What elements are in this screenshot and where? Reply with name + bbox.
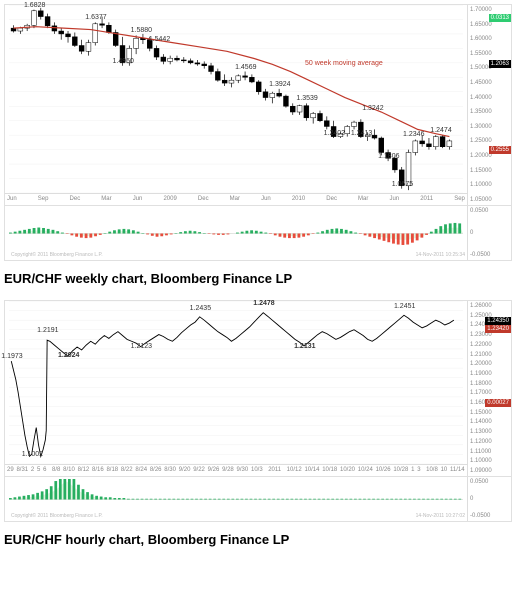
chart-plot	[9, 301, 463, 464]
price-annotation: 1.0675	[392, 181, 413, 188]
price-annotation: 1.2191	[37, 327, 58, 334]
weekly-chart-container: 1.700001.650001.600001.550001.500001.450…	[4, 4, 512, 261]
timestamp: 14-Nov-2011 10:27:02	[416, 513, 465, 519]
price-annotation: 1.2474	[430, 127, 451, 134]
hourly-caption: EUR/CHF hourly chart, Bloomberg Finance …	[0, 526, 516, 557]
y-axis: 1.700001.650001.600001.550001.500001.450…	[467, 5, 511, 205]
price-annotation: 1.2478	[253, 300, 274, 307]
price-annotation: 1.6828	[24, 2, 45, 9]
side-price-label: 0.2555	[489, 146, 511, 154]
x-axis: 298/312568/88/108/128/168/188/228/248/26…	[5, 464, 467, 476]
price-annotation: 1.2346	[403, 131, 424, 138]
price-annotation: 1.5880	[131, 27, 152, 34]
price-annotation: 1.1002	[22, 451, 43, 458]
price-annotation: 1.3242	[362, 105, 383, 112]
price-annotation: 1.1973	[1, 353, 22, 360]
timestamp: 14-Nov-2011 10:25:34	[416, 252, 465, 258]
price-annotation: 1.2123	[131, 343, 152, 350]
price-annotation: 1.1806	[378, 153, 399, 160]
hourly-chart-container: 1.260001.250001.240001.230001.220001.210…	[4, 300, 512, 522]
price-annotation: 1.4950	[113, 58, 134, 65]
ma-label: 50 week moving average	[305, 60, 383, 67]
copyright: Copyright© 2011 Bloomberg Finance L.P.	[11, 252, 103, 258]
price-annotation: 1.3539	[296, 95, 317, 102]
price-annotation: 1.5442	[149, 36, 170, 43]
price-annotation: 1.2402	[324, 130, 345, 137]
price-annotation: 1.6377	[85, 14, 106, 21]
hourly-chart-main: 1.260001.250001.240001.230001.220001.210…	[5, 301, 511, 476]
indicator-y-axis: 0.05000-0.0500	[467, 206, 511, 260]
price-annotation: 1.2435	[190, 305, 211, 312]
side-price-label: 1.24350	[485, 317, 511, 325]
price-annotation: 1.4569	[235, 64, 256, 71]
side-price-label: 1.23420	[485, 325, 511, 333]
weekly-caption: EUR/CHF weekly chart, Bloomberg Finance …	[0, 265, 516, 296]
price-annotation: 1.2024	[58, 352, 79, 359]
price-annotation: 1.3924	[269, 81, 290, 88]
chart-plot	[9, 5, 463, 193]
side-price-label: 0.00027	[485, 399, 511, 407]
price-annotation: 1.2131	[294, 343, 315, 350]
price-annotation: 1.2451	[394, 303, 415, 310]
indicator-y-axis: 0.05000-0.0500	[467, 477, 511, 521]
side-price-label: 1.2063	[489, 60, 511, 68]
side-price-label: 0.0313	[489, 14, 511, 22]
weekly-chart-main: 1.700001.650001.600001.550001.500001.450…	[5, 5, 511, 205]
price-annotation: 1.2413	[351, 130, 372, 137]
x-axis: JunSepDecMarJun2009DecMarJun2010DecMarJu…	[5, 193, 467, 205]
copyright: Copyright© 2011 Bloomberg Finance L.P.	[11, 513, 103, 519]
